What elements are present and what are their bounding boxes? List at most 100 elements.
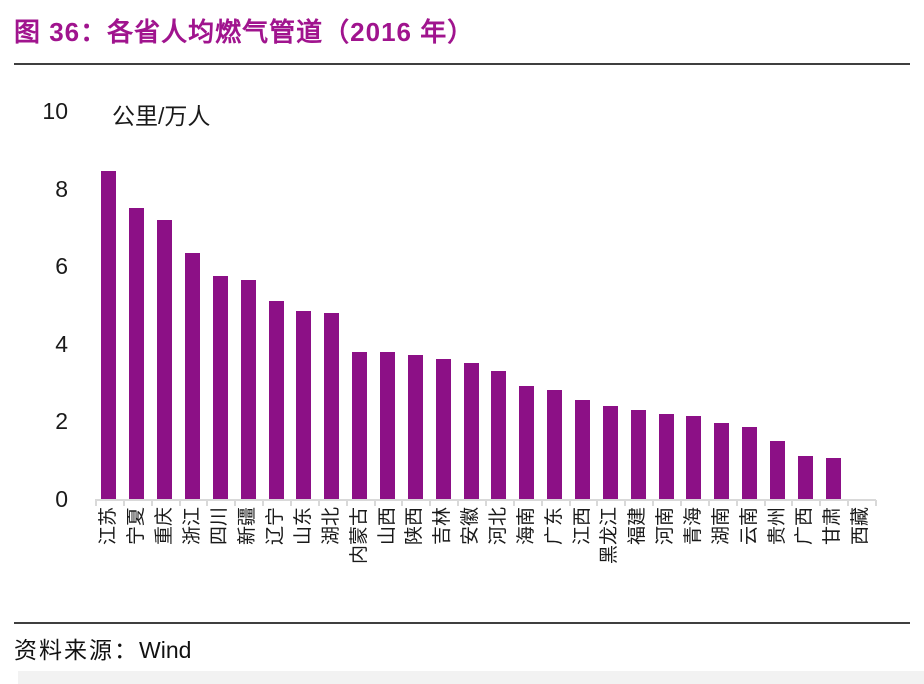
bar-广西 [797, 456, 813, 499]
x-axis-label-西藏: 西藏 [850, 507, 872, 546]
bar-宁夏 [129, 208, 145, 499]
x-axis-label-云南: 云南 [738, 507, 760, 546]
axis-tick [150, 500, 153, 506]
x-axis-label-新疆: 新疆 [237, 507, 259, 546]
axis-tick [401, 500, 404, 506]
axis-tick [652, 500, 655, 506]
axis-tick [568, 500, 571, 506]
x-axis-label-山东: 山东 [292, 507, 314, 546]
y-axis-unit-label: 公里/万人 [112, 103, 211, 129]
next-section-edge [18, 671, 924, 684]
bar-新疆 [240, 279, 256, 499]
axis-tick [847, 500, 850, 506]
x-axis-label-河北: 河北 [487, 507, 509, 546]
x-axis-label-河南: 河南 [655, 507, 677, 546]
x-axis-label-黑龙江: 黑龙江 [599, 507, 621, 565]
x-axis-label-江苏: 江苏 [97, 507, 119, 546]
title-divider-rule [14, 63, 910, 65]
bar-安徽 [463, 363, 479, 499]
axis-tick [317, 500, 320, 506]
axis-tick [178, 500, 181, 506]
x-axis-label-四川: 四川 [209, 507, 231, 546]
bar-山西 [380, 351, 395, 499]
y-tick-label: 2 [55, 408, 68, 435]
axis-tick [680, 500, 682, 506]
x-axis-label-江西: 江西 [571, 507, 593, 546]
bar-辽宁 [268, 301, 284, 499]
bar-吉林 [435, 359, 451, 499]
bar-四川 [212, 275, 228, 499]
bar-河南 [658, 413, 674, 499]
bar-黑龙江 [602, 405, 618, 499]
y-tick-label: 6 [55, 253, 68, 280]
x-axis-label-内蒙古: 内蒙古 [348, 507, 370, 565]
x-axis-label-海南: 海南 [515, 507, 537, 546]
axis-tick [485, 500, 487, 506]
x-axis-label-宁夏: 宁夏 [125, 507, 147, 546]
x-axis-label-青海: 青海 [682, 507, 704, 546]
x-axis-label-吉林: 吉林 [432, 507, 454, 546]
axis-tick [373, 500, 376, 506]
bar-甘肃 [825, 458, 841, 499]
bar-湖南 [714, 423, 730, 499]
bar-云南 [742, 427, 758, 499]
bar-海南 [519, 386, 535, 499]
x-axis-label-贵州: 贵州 [766, 507, 788, 546]
x-axis-label-福建: 福建 [627, 507, 649, 546]
axis-tick [345, 500, 348, 506]
bar-湖北 [324, 312, 340, 499]
x-axis-label-甘肃: 甘肃 [822, 507, 844, 546]
bar-浙江 [185, 252, 200, 499]
bar-河北 [491, 370, 507, 499]
axis-tick [512, 500, 515, 506]
x-axis-label-浙江: 浙江 [181, 507, 203, 546]
axis-tick [234, 500, 237, 506]
axis-tick [624, 500, 627, 506]
bar-江苏 [101, 171, 117, 499]
axis-tick [122, 500, 125, 506]
x-axis-label-重庆: 重庆 [153, 507, 175, 546]
axis-tick [735, 500, 738, 506]
bar-重庆 [157, 219, 173, 499]
bar-陕西 [407, 355, 423, 499]
y-tick-label: 0 [55, 486, 68, 512]
bar-chart-plot-area [95, 111, 875, 499]
x-axis-label-湖北: 湖北 [320, 507, 342, 546]
axis-tick [262, 500, 265, 506]
axis-tick [707, 500, 710, 506]
axis-tick [429, 500, 432, 506]
axis-tick [95, 500, 97, 506]
axis-tick [596, 500, 599, 506]
source-label: 资料来源： [14, 638, 139, 663]
axis-tick [457, 500, 460, 506]
x-axis-label-辽宁: 辽宁 [265, 507, 287, 546]
bar-山东 [296, 310, 312, 499]
bar-广东 [547, 390, 563, 499]
bar-内蒙古 [352, 351, 368, 499]
bar-福建 [630, 409, 646, 499]
source-divider-rule [14, 622, 910, 624]
axis-tick [290, 500, 292, 506]
axis-tick [819, 500, 822, 506]
source-line: 资料来源：Wind [14, 631, 191, 665]
x-axis-label-陕西: 陕西 [404, 507, 426, 546]
x-axis-label-广西: 广西 [794, 507, 816, 546]
bar-江西 [575, 400, 590, 499]
axis-tick [875, 500, 877, 506]
bar-贵州 [770, 440, 785, 499]
x-axis-label-广东: 广东 [543, 507, 565, 546]
figure-title: 图 36：各省人均燃气管道（2016 年） [14, 17, 475, 47]
y-tick-label: 10 [42, 98, 68, 124]
y-tick-label: 4 [55, 330, 68, 357]
axis-tick [763, 500, 766, 506]
bar-青海 [686, 415, 702, 499]
x-axis-label-山西: 山西 [376, 507, 398, 546]
x-axis-label-湖南: 湖南 [710, 507, 732, 546]
axis-tick [540, 500, 543, 506]
x-axis-label-安徽: 安徽 [460, 507, 482, 546]
axis-tick [791, 500, 794, 506]
axis-tick [206, 500, 209, 506]
source-value: Wind [139, 637, 192, 663]
y-tick-label: 8 [55, 175, 68, 202]
